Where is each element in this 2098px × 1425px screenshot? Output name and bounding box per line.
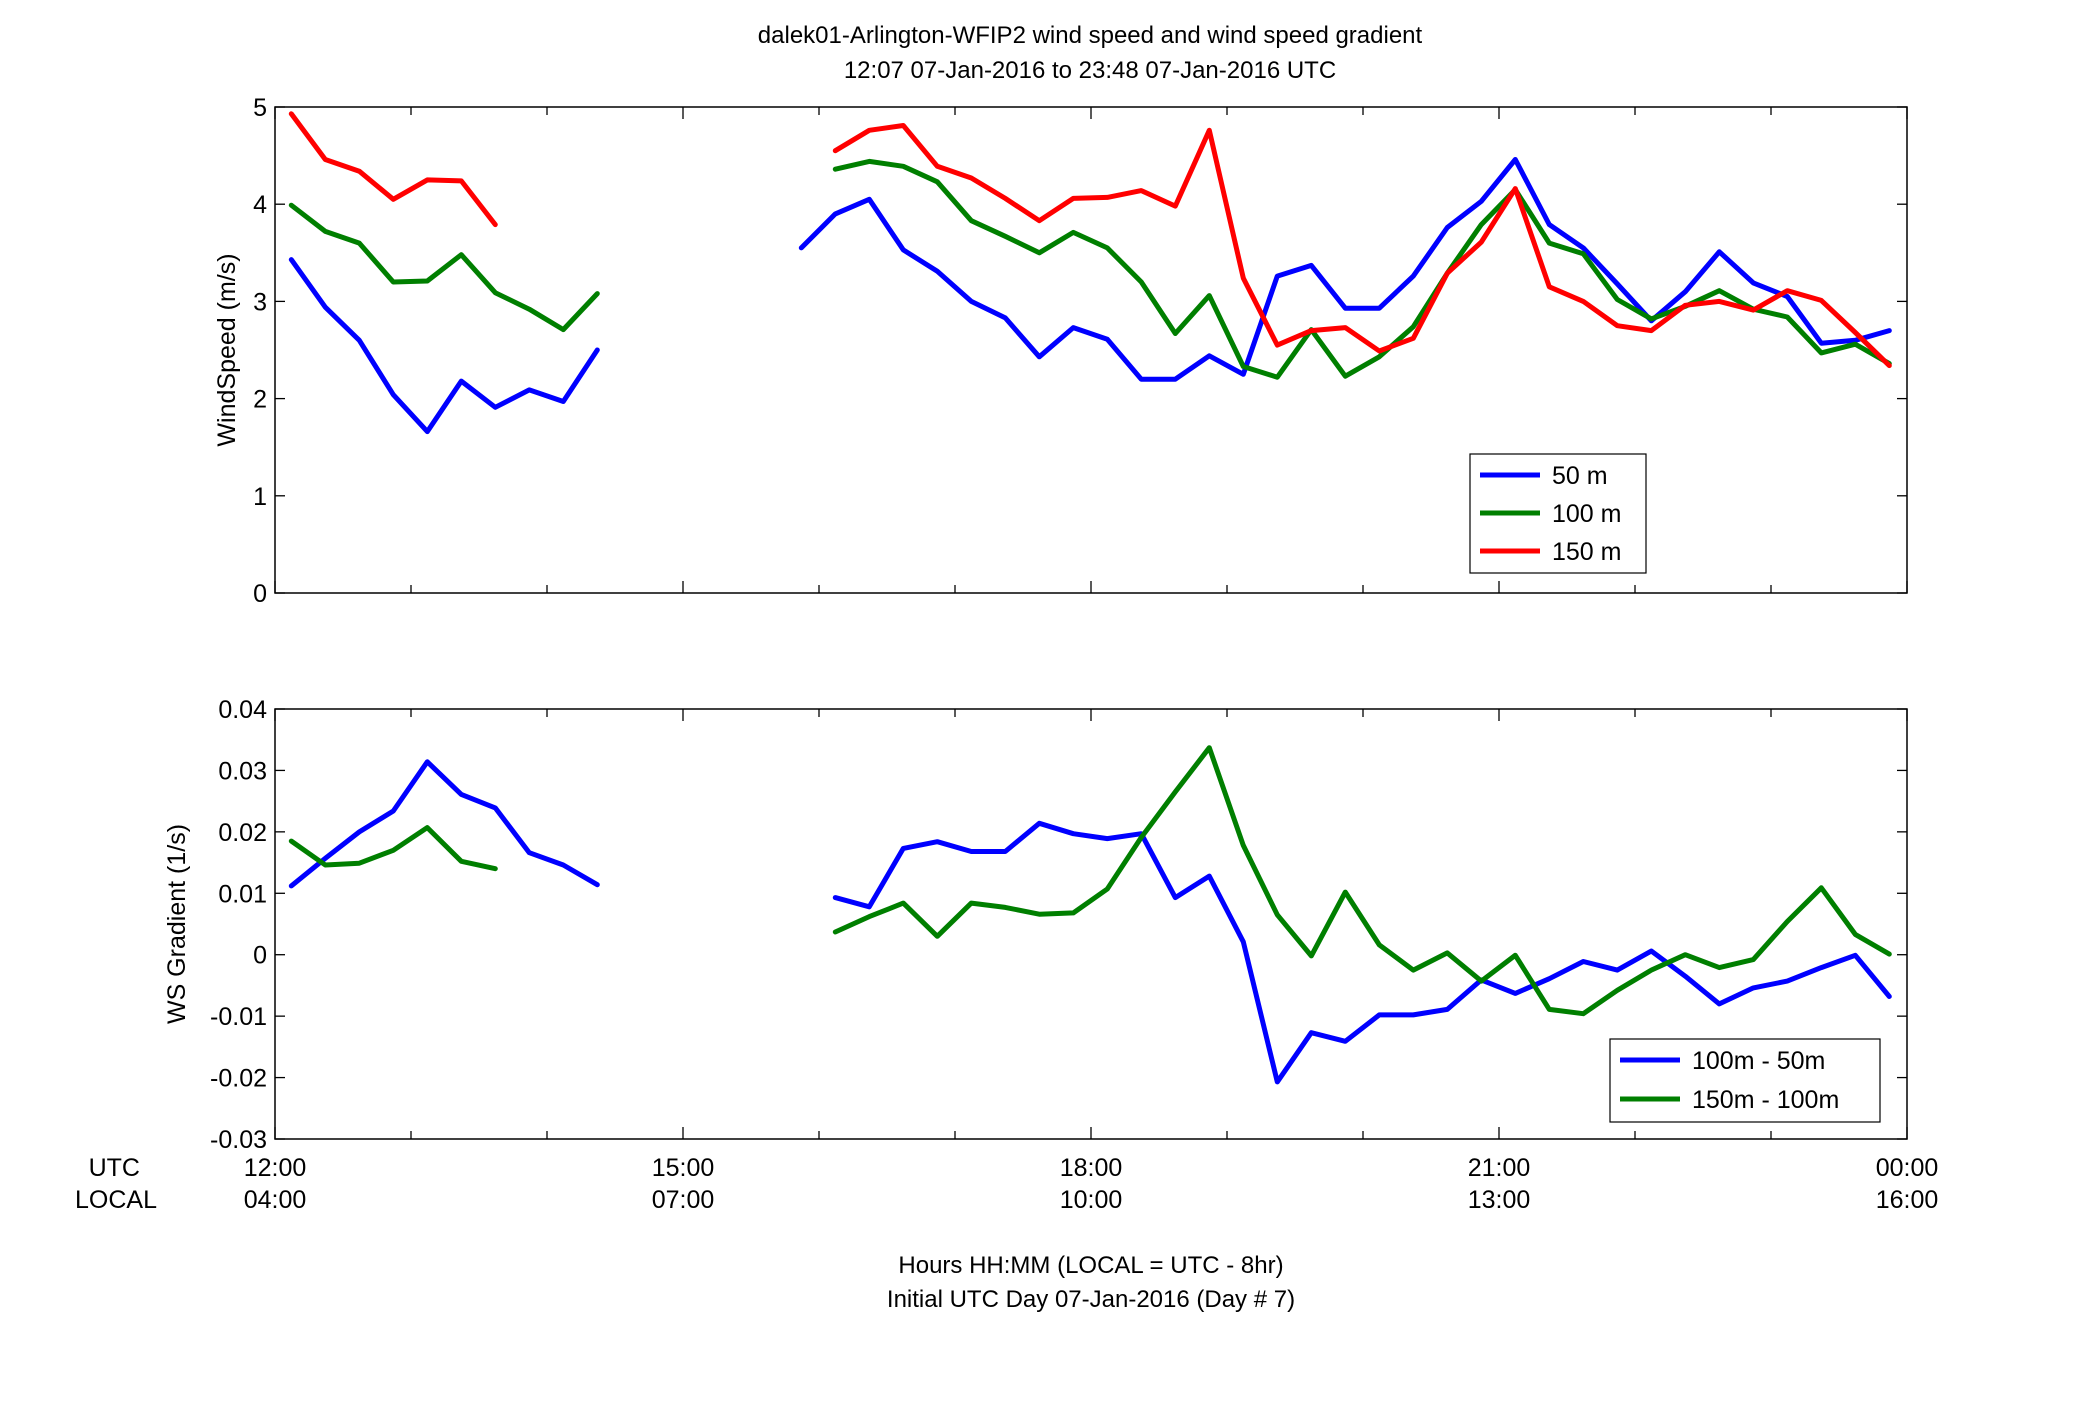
- legend-label-100m: 100 m: [1552, 500, 1621, 528]
- y-tick-label: 2: [253, 386, 267, 414]
- chart-subtitle: 12:07 07-Jan-2016 to 23:48 07-Jan-2016 U…: [844, 57, 1336, 84]
- y-tick-label: 0.03: [218, 757, 267, 785]
- x-tick-label-local: 04:00: [244, 1186, 307, 1214]
- windspeed-lines: [288, 111, 1892, 435]
- windspeed-ylabel: WindSpeed (m/s): [213, 253, 241, 446]
- y-tick-label: -0.03: [210, 1126, 267, 1154]
- y-tick-label: 3: [253, 288, 267, 316]
- x-tick-label-utc: 21:00: [1468, 1154, 1531, 1182]
- x-axis-label-line1: Hours HH:MM (LOCAL = UTC - 8hr): [898, 1252, 1283, 1279]
- y-tick-label: -0.02: [210, 1065, 267, 1093]
- windspeed-legend: 50 m 100 m 150 m: [1469, 453, 1647, 574]
- gradient-legend: 100m - 50m 150m - 100m: [1609, 1038, 1881, 1123]
- series-line-150m-100m-seg1: [832, 745, 1892, 1017]
- gradient-lines: [288, 745, 1892, 1085]
- legend-label-150m-100m: 150m - 100m: [1692, 1086, 1839, 1114]
- windspeed-panel: 0 1 2 3 4 5 WindSpeed (m/s) 50 m 100 m 150 m: [213, 94, 1908, 608]
- series-line-150m-100m-seg0: [288, 825, 498, 872]
- y-tick-label: -0.01: [210, 1003, 267, 1031]
- x-axis-label-line2: Initial UTC Day 07-Jan-2016 (Day # 7): [887, 1286, 1295, 1313]
- legend-label-150m: 150 m: [1552, 538, 1621, 566]
- series-line-50-m-seg0: [288, 257, 600, 435]
- windspeed-axes-box: [274, 106, 1908, 594]
- chart-title: dalek01-Arlington-WFIP2 wind speed and w…: [758, 22, 1423, 49]
- gradient-ticks: -0.03 -0.02 -0.01 0 0.01 0.02 0.03 0.04: [210, 696, 1908, 1154]
- windspeed-ticks: 0 1 2 3 4 5: [253, 94, 1908, 608]
- x-tick-label-local: 16:00: [1876, 1186, 1939, 1214]
- series-line-100-m-seg0: [288, 202, 600, 333]
- gradient-ylabel: WS Gradient (1/s): [163, 824, 191, 1024]
- x-tick-labels: 12:00 04:00 15:00 07:00 18:00 10:00 21:00 13:00…: [244, 1154, 1939, 1214]
- y-tick-label: 0: [253, 580, 267, 608]
- x-tick-label-utc: 00:00: [1876, 1154, 1939, 1182]
- y-tick-label: 0: [253, 942, 267, 970]
- x-tick-label-utc: 12:00: [244, 1154, 307, 1182]
- series-line-100-m-seg1: [832, 158, 1892, 380]
- gradient-panel: -0.03 -0.02 -0.01 0 0.01 0.02 0.03 0.04 WS Grad…: [163, 696, 1908, 1154]
- legend-label-100m-50m: 100m - 50m: [1692, 1047, 1825, 1075]
- y-tick-label: 5: [253, 94, 267, 122]
- y-tick-label: 0.01: [218, 880, 267, 908]
- x-tick-label-local: 13:00: [1468, 1186, 1531, 1214]
- series-line-50-m-seg1: [798, 157, 1892, 382]
- y-tick-label: 0.04: [218, 696, 267, 724]
- x-tick-label-local: 07:00: [652, 1186, 715, 1214]
- series-line-150-m-seg1: [832, 123, 1892, 369]
- series-line-100m-50m-seg0: [288, 759, 600, 889]
- utc-row-label: UTC: [89, 1154, 140, 1182]
- local-row-label: LOCAL: [75, 1186, 157, 1214]
- gradient-legend-box: [1609, 1038, 1881, 1123]
- y-tick-label: 0.02: [218, 819, 267, 847]
- y-tick-label: 4: [253, 191, 267, 219]
- y-tick-label: 1: [253, 483, 267, 511]
- series-line-150-m-seg0: [288, 111, 498, 228]
- legend-label-50m: 50 m: [1552, 462, 1608, 490]
- series-line-100m-50m-seg1: [832, 820, 1892, 1085]
- x-tick-label-local: 10:00: [1060, 1186, 1123, 1214]
- x-tick-label-utc: 15:00: [652, 1154, 715, 1182]
- x-tick-label-utc: 18:00: [1060, 1154, 1123, 1182]
